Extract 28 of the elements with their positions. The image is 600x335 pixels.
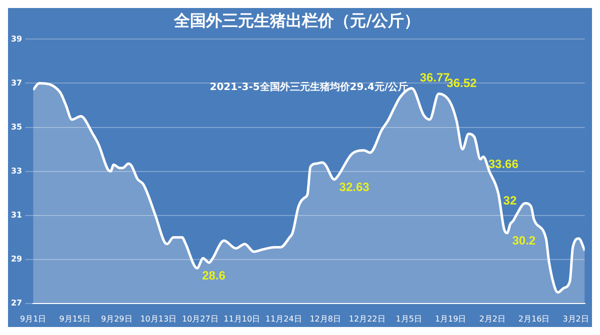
annotation: 32.63 bbox=[339, 180, 370, 194]
x-tick-label: 11月10日 bbox=[224, 314, 260, 324]
x-tick-label: 9月15日 bbox=[59, 314, 91, 324]
y-tick-label: 29 bbox=[10, 254, 23, 264]
annotation: 32 bbox=[503, 194, 517, 208]
chart-title: 全国外三元生猪出栏价（元/公斤） bbox=[173, 10, 420, 30]
y-tick-label: 31 bbox=[10, 210, 23, 220]
x-tick-label: 2月2日 bbox=[479, 314, 506, 324]
annotation: 30.2 bbox=[512, 233, 536, 248]
y-tick-label: 37 bbox=[10, 78, 22, 88]
annotation: 2021-3-5全国外三元生猪均价29.4元/公斤 bbox=[210, 80, 408, 93]
y-tick-label: 35 bbox=[10, 122, 23, 132]
x-tick-label: 1月19日 bbox=[434, 314, 466, 324]
x-tick-label: 1月5日 bbox=[396, 314, 422, 324]
x-tick-label: 10月27日 bbox=[182, 314, 218, 324]
annotation: 28.6 bbox=[202, 268, 226, 282]
x-tick-label: 9月1日 bbox=[20, 314, 46, 324]
x-tick-label: 12月22日 bbox=[348, 314, 386, 324]
x-tick-label: 9月29日 bbox=[100, 314, 132, 324]
x-tick-label: 2月16日 bbox=[518, 314, 550, 324]
y-tick-label: 27 bbox=[10, 298, 22, 308]
x-tick-label: 10月13日 bbox=[140, 314, 177, 324]
y-tick-label: 39 bbox=[10, 34, 23, 44]
annotation: 33.66 bbox=[488, 157, 519, 172]
x-tick-label: 3月2日 bbox=[562, 314, 589, 324]
x-tick-label: 11月24日 bbox=[265, 314, 302, 324]
x-tick-label: 12月8日 bbox=[310, 314, 341, 324]
y-tick-label: 33 bbox=[10, 166, 22, 176]
